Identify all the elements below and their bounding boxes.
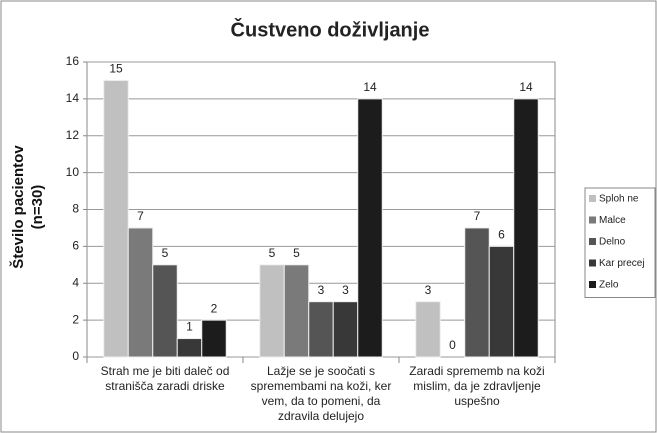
y-tick-label: 0 — [72, 349, 79, 363]
value-label: 7 — [474, 209, 481, 223]
bar — [283, 264, 310, 358]
value-label: 2 — [211, 301, 218, 315]
x-tick-label: Strah me je biti daleč od stranišča zara… — [100, 364, 230, 393]
value-label: 5 — [269, 246, 276, 260]
bar — [308, 301, 334, 358]
legend-label: Sploh ne — [599, 194, 639, 205]
y-tick-label: 12 — [66, 128, 80, 142]
value-label: 5 — [293, 246, 300, 260]
legend-label: Zelo — [599, 280, 619, 291]
chart-title: Čustveno doživljanje — [231, 17, 430, 41]
value-label: 3 — [425, 283, 432, 297]
bar — [259, 264, 285, 358]
y-tick-label: 10 — [66, 165, 80, 179]
legend-swatch — [589, 195, 596, 202]
legend-swatch — [589, 238, 596, 245]
value-label: 6 — [498, 228, 505, 242]
legend-swatch — [589, 216, 596, 224]
y-tick-label: 6 — [72, 239, 79, 253]
value-label: 15 — [109, 62, 123, 76]
value-label: 0 — [449, 338, 456, 352]
x-tick-label-box: Zaradi sprememb na koži mislim, da je zd… — [409, 364, 545, 408]
y-tick-label: 14 — [66, 91, 80, 105]
value-label: 5 — [162, 246, 169, 260]
legend-box — [584, 187, 656, 298]
value-label: 3 — [318, 283, 325, 297]
x-tick-label-box: Lažje se je soočati s spremembami na kož… — [250, 364, 392, 423]
value-label: 14 — [363, 80, 377, 94]
x-tick-label: Zaradi sprememb na koži mislim, da je zd… — [409, 364, 545, 408]
bar — [103, 79, 129, 358]
legend-label: Delno — [599, 237, 626, 248]
value-label: 3 — [342, 283, 349, 297]
y-tick-label: 16 — [66, 54, 80, 68]
y-tick-label: 4 — [72, 275, 79, 289]
bar — [127, 227, 154, 358]
bar — [176, 338, 203, 358]
bar — [464, 227, 490, 358]
bar — [201, 319, 227, 358]
legend-label: Malce — [599, 215, 626, 226]
bar — [332, 301, 359, 358]
value-label: 1 — [186, 320, 193, 334]
legend-label: Kar precej — [599, 258, 645, 269]
bar — [488, 245, 515, 358]
bar — [357, 98, 383, 358]
bar — [152, 264, 178, 358]
x-tick-label-box: Strah me je biti daleč od stranišča zara… — [100, 364, 230, 393]
value-label: 7 — [137, 209, 144, 223]
bar — [513, 98, 539, 358]
y-tick-label: 8 — [72, 202, 79, 216]
value-label: 14 — [519, 80, 533, 94]
legend-swatch — [589, 281, 596, 288]
bar — [415, 301, 441, 358]
y-axis-label: Število pacientov (n=30) — [10, 145, 46, 269]
x-tick-label: Lažje se je soočati s spremembami na kož… — [250, 364, 392, 423]
y-tick-label: 2 — [72, 312, 79, 326]
legend-swatch — [589, 259, 596, 267]
